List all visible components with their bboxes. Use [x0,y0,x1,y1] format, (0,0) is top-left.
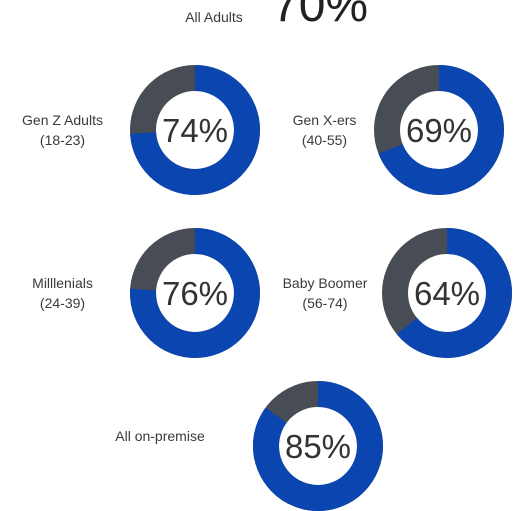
donut-label-line: Gen X-ers [292,112,357,128]
donut-label-line: (40-55) [301,132,348,148]
donut-baby-boomer: 64% [382,228,512,358]
donut-value-label: 85% [285,428,351,465]
donut-millenials: 76% [130,228,260,358]
donut-label-line: (18-23) [39,132,86,148]
donut-value-segment [374,65,504,195]
donut-label-millenials: Milllenials (24-39) [10,273,115,313]
donut-value-label: 64% [414,275,480,312]
donut-label-line: Milllenials [32,275,93,291]
donut-gen-x: 69% [374,65,504,195]
all-adults-value: 70% [272,0,369,32]
donut-value-label: 76% [162,275,228,312]
all-adults-label: All Adults [185,9,243,25]
donut-value-label: 69% [406,112,472,149]
donut-label-baby-boomer: Baby Boomer (56-74) [270,273,380,313]
donut-label-line: Gen Z Adults [22,112,103,128]
donut-label-line: (56-74) [302,295,348,311]
donut-value-segment [130,228,260,358]
donut-label-line: (24-39) [39,295,86,311]
donut-label-all-on-premise: All on-premise [100,426,220,446]
donut-value-segment [130,65,260,195]
donut-all-on-premise: 85% [253,381,383,511]
donut-gen-z: 74% [130,65,260,195]
donut-label-line: Baby Boomer [282,275,368,291]
donut-label-line: All on-premise [115,428,205,444]
donut-value-segment [382,228,512,358]
donut-label-gen-z: Gen Z Adults (18-23) [10,110,115,150]
donut-label-gen-x: Gen X-ers (40-55) [272,110,377,150]
donut-value-label: 74% [162,112,228,149]
